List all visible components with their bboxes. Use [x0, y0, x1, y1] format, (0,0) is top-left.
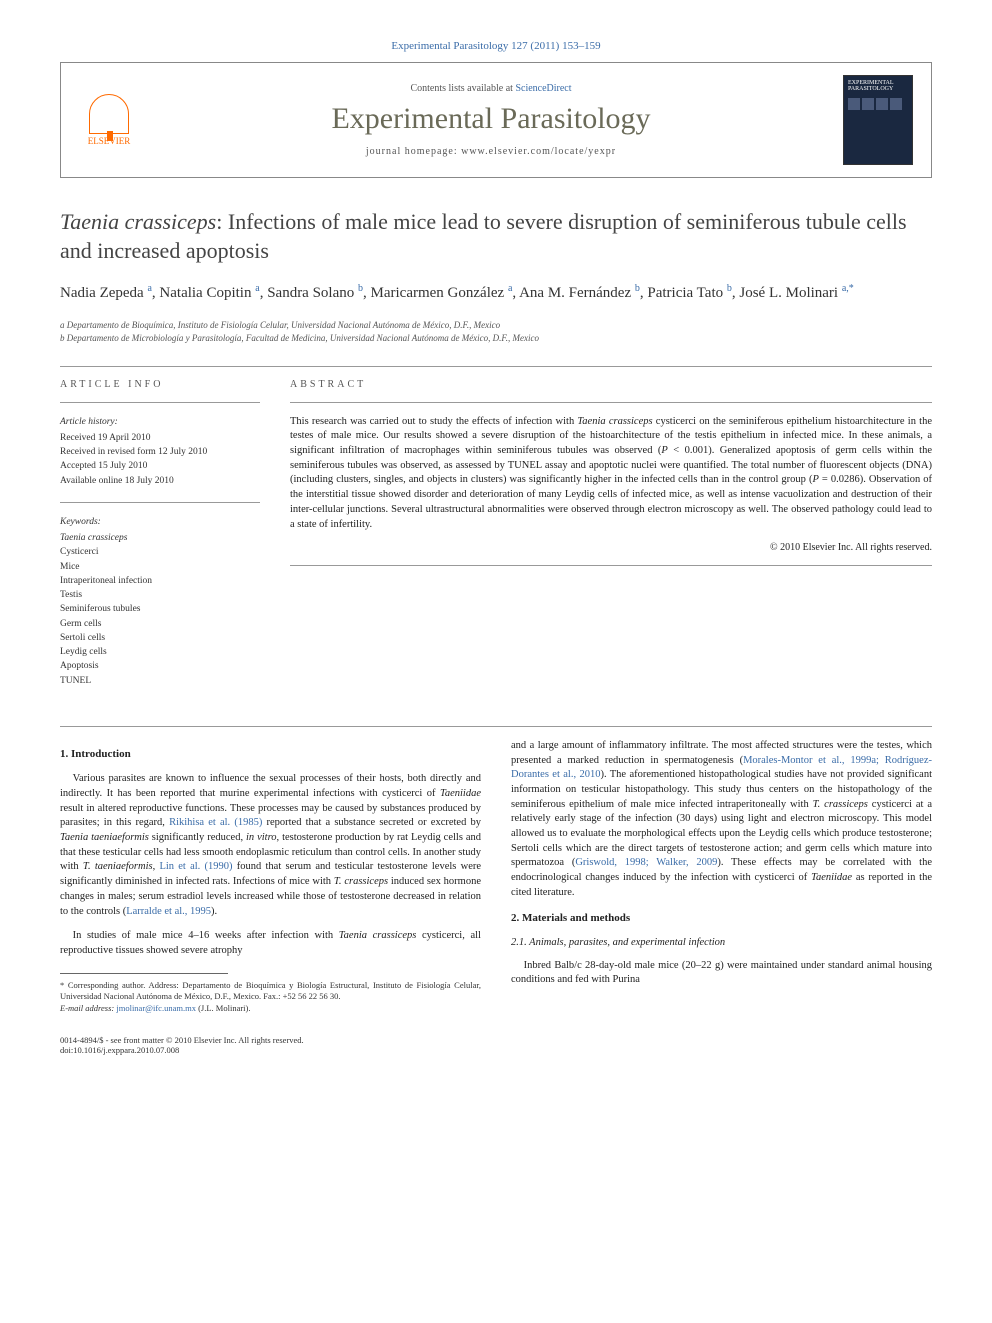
- article-info-column: ARTICLE INFO Article history: Received 1…: [60, 379, 260, 702]
- intro-paragraph-2: In studies of male mice 4–16 weeks after…: [60, 929, 481, 958]
- journal-homepage: journal homepage: www.elsevier.com/locat…: [139, 146, 843, 157]
- history-online: Available online 18 July 2010: [60, 474, 260, 488]
- article-title: Taenia crassiceps: Infections of male mi…: [60, 208, 932, 265]
- corresponding-author-footnote: * Corresponding author. Address: Departa…: [60, 980, 481, 1016]
- history-accepted: Accepted 15 July 2010: [60, 459, 260, 473]
- keyword: Apoptosis: [60, 659, 260, 673]
- publisher-logo: ELSEVIER: [79, 85, 139, 155]
- keyword-list: Taenia crassiceps Cysticerci Mice Intrap…: [60, 531, 260, 688]
- affiliation-a: a Departamento de Bioquímica, Instituto …: [60, 319, 932, 333]
- footer-doi: doi:10.1016/j.exppara.2010.07.008: [60, 1045, 304, 1055]
- keyword: Intraperitoneal infection: [60, 574, 260, 588]
- affiliation-b: b Departamento de Microbiología y Parasi…: [60, 332, 932, 346]
- history-received: Received 19 April 2010: [60, 431, 260, 445]
- authors-line: Nadia Zepeda a, Natalia Copitin a, Sandr…: [60, 281, 932, 305]
- keyword: Mice: [60, 560, 260, 574]
- cover-thumb-text: EXPERIMENTALPARASITOLOGY: [844, 76, 912, 114]
- abstract-copyright: © 2010 Elsevier Inc. All rights reserved…: [290, 542, 932, 553]
- keyword: Leydig cells: [60, 645, 260, 659]
- email-name: (J.L. Molinari).: [198, 1003, 250, 1013]
- email-label: E-mail address:: [60, 1003, 114, 1013]
- abstract-label: ABSTRACT: [290, 379, 932, 390]
- methods-heading: 2. Materials and methods: [511, 911, 932, 926]
- journal-header-box: ELSEVIER Contents lists available at Sci…: [60, 62, 932, 178]
- contents-text: Contents lists available at: [410, 83, 515, 94]
- email-link[interactable]: jmolinar@ifc.unam.mx: [116, 1003, 196, 1013]
- abstract-column: ABSTRACT This research was carried out t…: [290, 379, 932, 702]
- keyword: Sertoli cells: [60, 631, 260, 645]
- article-history-block: Article history: Received 19 April 2010 …: [60, 415, 260, 488]
- divider: [60, 402, 260, 403]
- methods-subheading-1: 2.1. Animals, parasites, and experimenta…: [511, 936, 932, 951]
- article-info-label: ARTICLE INFO: [60, 379, 260, 390]
- affiliations: a Departamento de Bioquímica, Instituto …: [60, 319, 932, 346]
- keywords-title: Keywords:: [60, 515, 260, 529]
- intro-paragraph-1: Various parasites are known to influence…: [60, 772, 481, 919]
- keyword: Germ cells: [60, 617, 260, 631]
- keyword: Cysticerci: [60, 545, 260, 559]
- history-revised: Received in revised form 12 July 2010: [60, 445, 260, 459]
- body-columns: 1. Introduction Various parasites are kn…: [60, 739, 932, 1015]
- keyword: Seminiferous tubules: [60, 602, 260, 616]
- corresponding-text: * Corresponding author. Address: Departa…: [60, 980, 481, 1004]
- sciencedirect-link[interactable]: ScienceDirect: [515, 83, 571, 94]
- keyword: Testis: [60, 588, 260, 602]
- page-footer: 0014-4894/$ - see front matter © 2010 El…: [60, 1035, 932, 1055]
- footer-left: 0014-4894/$ - see front matter © 2010 El…: [60, 1035, 304, 1055]
- body-column-left: 1. Introduction Various parasites are kn…: [60, 739, 481, 1015]
- methods-paragraph-1: Inbred Balb/c 28-day-old male mice (20–2…: [511, 959, 932, 988]
- info-abstract-row: ARTICLE INFO Article history: Received 1…: [60, 379, 932, 702]
- email-line: E-mail address: jmolinar@ifc.unam.mx (J.…: [60, 1003, 481, 1015]
- introduction-heading: 1. Introduction: [60, 747, 481, 762]
- keyword: Taenia crassiceps: [60, 531, 260, 545]
- journal-title: Experimental Parasitology: [139, 102, 843, 136]
- header-center: Contents lists available at ScienceDirec…: [139, 83, 843, 157]
- divider: [290, 402, 932, 403]
- contents-line: Contents lists available at ScienceDirec…: [139, 83, 843, 94]
- keyword: TUNEL: [60, 674, 260, 688]
- body-column-right: and a large amount of inflammatory infil…: [511, 739, 932, 1015]
- divider: [60, 726, 932, 727]
- history-title: Article history:: [60, 415, 260, 429]
- journal-citation: Experimental Parasitology 127 (2011) 153…: [60, 40, 932, 52]
- elsevier-tree-icon: [89, 94, 129, 134]
- footnote-separator: [60, 973, 228, 974]
- footer-front-matter: 0014-4894/$ - see front matter © 2010 El…: [60, 1035, 304, 1045]
- divider: [290, 565, 932, 566]
- journal-cover-thumb: EXPERIMENTALPARASITOLOGY: [843, 75, 913, 165]
- abstract-text: This research was carried out to study t…: [290, 415, 932, 533]
- col2-paragraph-1: and a large amount of inflammatory infil…: [511, 739, 932, 901]
- divider: [60, 502, 260, 503]
- keywords-block: Keywords: Taenia crassiceps Cysticerci M…: [60, 515, 260, 688]
- divider: [60, 366, 932, 367]
